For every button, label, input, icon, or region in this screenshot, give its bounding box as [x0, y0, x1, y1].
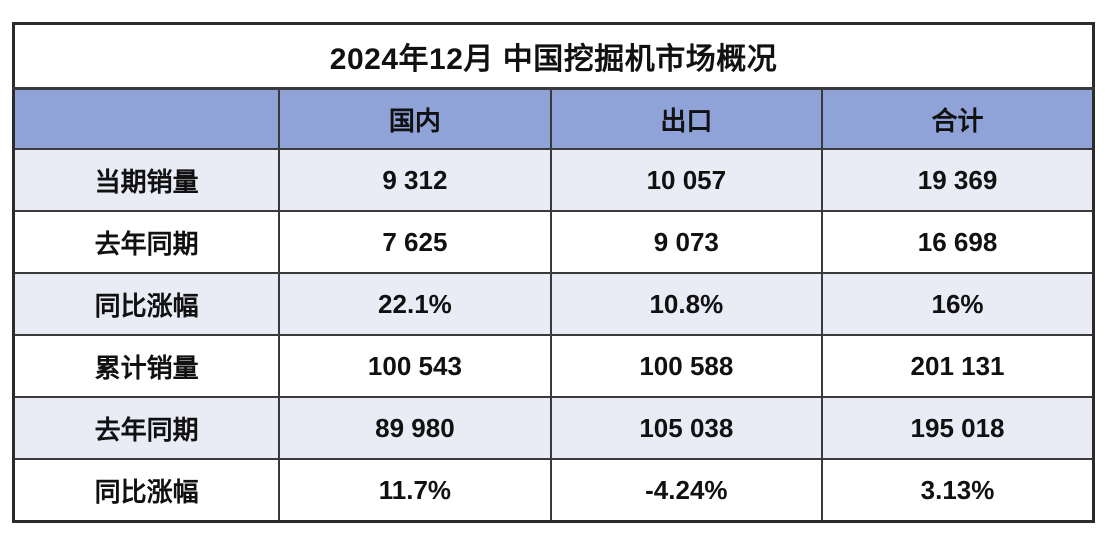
table-row-cumulative-sales: 累计销量 100 543 100 588 201 131 — [12, 334, 1095, 398]
cell-value: 89 980 — [278, 396, 552, 460]
cell-value: 10.8% — [549, 272, 824, 336]
cell-value: 11.7% — [278, 458, 552, 523]
row-label: 累计销量 — [12, 334, 281, 398]
row-label: 同比涨幅 — [12, 272, 281, 336]
cell-value: 9 312 — [278, 148, 552, 212]
cell-value: 16 698 — [821, 210, 1095, 274]
cell-value: -4.24% — [549, 458, 824, 523]
header-cell-export: 出口 — [549, 87, 824, 150]
cell-value: 100 543 — [278, 334, 552, 398]
cell-value: 7 625 — [278, 210, 552, 274]
cell-value: 100 588 — [549, 334, 824, 398]
cell-value: 105 038 — [549, 396, 824, 460]
table-row-cumulative-yoy-change: 同比涨幅 11.7% -4.24% 3.13% — [12, 458, 1095, 523]
cell-value: 10 057 — [549, 148, 824, 212]
table-row-last-year-cumulative: 去年同期 89 980 105 038 195 018 — [12, 396, 1095, 460]
table-row-current-sales: 当期销量 9 312 10 057 19 369 — [12, 148, 1095, 212]
cell-value: 3.13% — [821, 458, 1095, 523]
header-cell-empty — [12, 87, 281, 150]
row-label: 去年同期 — [12, 396, 281, 460]
table-header-row: 国内 出口 合计 — [12, 87, 1095, 150]
table-title: 2024年12月 中国挖掘机市场概况 — [12, 22, 1095, 90]
row-label: 去年同期 — [12, 210, 281, 274]
excavator-market-table: 2024年12月 中国挖掘机市场概况 国内 出口 合计 当期销量 9 312 1… — [12, 22, 1095, 523]
table-row-last-year-same-period: 去年同期 7 625 9 073 16 698 — [12, 210, 1095, 274]
cell-value: 19 369 — [821, 148, 1095, 212]
row-label: 同比涨幅 — [12, 458, 281, 523]
cell-value: 16% — [821, 272, 1095, 336]
cell-value: 195 018 — [821, 396, 1095, 460]
row-label: 当期销量 — [12, 148, 281, 212]
cell-value: 201 131 — [821, 334, 1095, 398]
table-title-row: 2024年12月 中国挖掘机市场概况 — [12, 22, 1095, 90]
header-cell-domestic: 国内 — [278, 87, 552, 150]
cell-value: 22.1% — [278, 272, 552, 336]
cell-value: 9 073 — [549, 210, 824, 274]
table-row-yoy-change: 同比涨幅 22.1% 10.8% 16% — [12, 272, 1095, 336]
header-cell-total: 合计 — [821, 87, 1095, 150]
